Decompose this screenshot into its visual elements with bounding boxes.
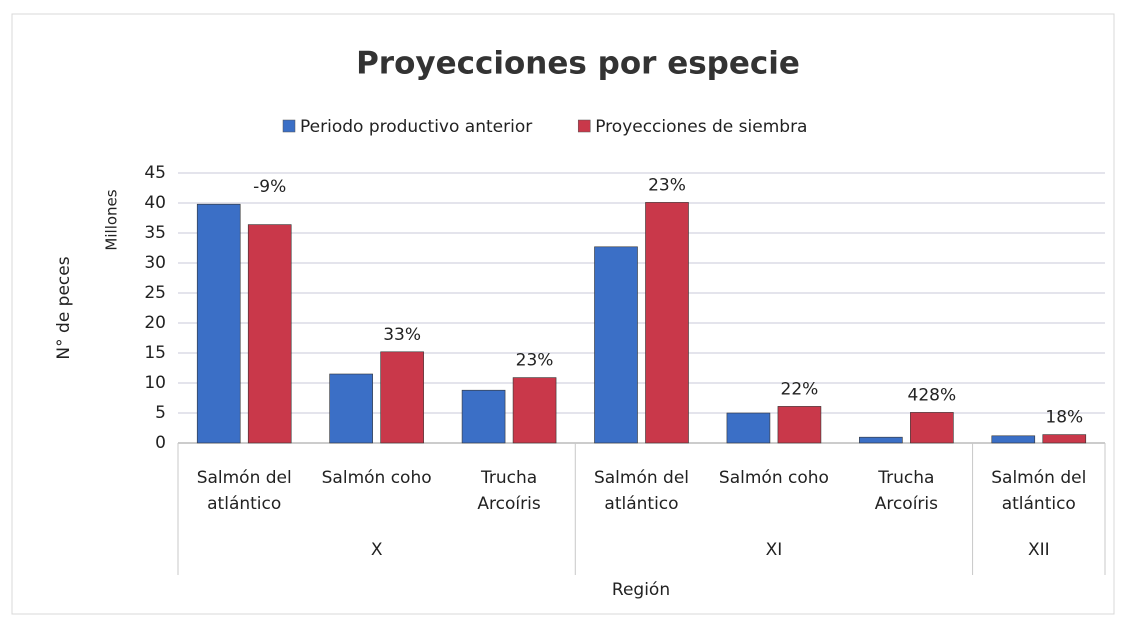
bar: [726, 412, 771, 444]
y-tick-label: 5: [155, 403, 166, 423]
bar: [777, 406, 822, 444]
y-tick-label: 30: [144, 253, 166, 273]
group-label: XI: [766, 540, 783, 560]
chart-frame: [11, 13, 1115, 615]
change-label: -9%: [253, 177, 286, 197]
change-label: 22%: [781, 379, 819, 399]
change-label: 428%: [908, 385, 957, 405]
bar: [380, 351, 424, 444]
bar: [329, 373, 373, 444]
x-tick-label: Trucha Arcoíris: [477, 468, 540, 514]
x-tick-label: Salmón coho: [322, 468, 432, 488]
change-label: 23%: [516, 351, 554, 371]
y-unit-label: Millones: [103, 189, 121, 250]
y-tick-label: 45: [144, 163, 166, 183]
legend-label: Proyecciones de siembra: [595, 117, 807, 137]
bar: [461, 389, 506, 444]
bar: [859, 436, 903, 444]
bar: [645, 202, 689, 444]
bar: [1042, 434, 1087, 444]
bar: [512, 377, 557, 444]
bar: [991, 435, 1036, 444]
bar: [196, 203, 241, 444]
y-axis-label: N° de peces: [54, 256, 74, 359]
bar: [247, 224, 292, 444]
change-label: 18%: [1045, 408, 1083, 428]
x-tick-label: Salmón coho: [719, 468, 829, 488]
x-axis-label: Región: [612, 580, 670, 600]
change-label: 23%: [648, 175, 686, 195]
x-tick-label: Salmón del atlántico: [594, 468, 689, 514]
change-label: 33%: [383, 325, 421, 345]
chart-title: Proyecciones por especie: [356, 46, 800, 82]
x-tick-label: Salmón del atlántico: [991, 468, 1086, 514]
group-label: XII: [1028, 540, 1050, 560]
y-tick-label: 35: [144, 223, 166, 243]
y-tick-label: 40: [144, 193, 166, 213]
x-tick-label: Salmón del atlántico: [197, 468, 292, 514]
legend-swatch: [282, 119, 296, 133]
bar: [594, 246, 638, 444]
y-tick-label: 0: [155, 433, 166, 453]
x-tick-label: Trucha Arcoíris: [875, 468, 938, 514]
bar: [910, 412, 954, 444]
group-label: X: [371, 540, 383, 560]
legend-swatch: [577, 119, 591, 133]
y-tick-label: 10: [144, 373, 166, 393]
y-tick-label: 25: [144, 283, 166, 303]
legend-label: Periodo productivo anterior: [300, 117, 532, 137]
y-tick-label: 15: [144, 343, 166, 363]
y-tick-label: 20: [144, 313, 166, 333]
